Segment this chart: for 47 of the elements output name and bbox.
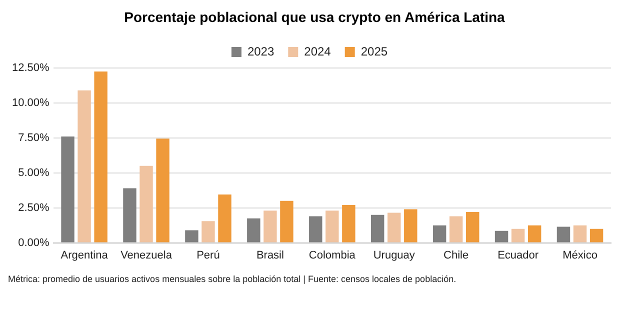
- bar: [202, 221, 215, 242]
- y-tick-label: 0.00%: [18, 236, 50, 249]
- x-tick-label: Colombia: [308, 249, 356, 262]
- bar: [94, 71, 108, 242]
- bar: [342, 205, 356, 242]
- x-tick-label: Venezuela: [120, 249, 173, 262]
- x-tick-label: Uruguay: [373, 249, 416, 262]
- y-tick-label: 7.50%: [18, 132, 50, 144]
- bar: [123, 188, 136, 242]
- bar: [494, 230, 508, 242]
- bar: [432, 225, 446, 242]
- bar: [590, 228, 604, 242]
- bar: [264, 210, 277, 242]
- bar: [326, 210, 339, 242]
- bar: [156, 138, 170, 242]
- x-tick-label: Argentina: [60, 249, 109, 262]
- bar: [556, 226, 570, 242]
- bar: [511, 228, 525, 242]
- y-tick-label: 12.50%: [12, 62, 50, 74]
- bar: [370, 214, 384, 242]
- y-tick-label: 10.00%: [12, 96, 50, 109]
- y-tick-label: 2.50%: [18, 202, 50, 214]
- bar: [309, 216, 322, 242]
- bar: [218, 194, 232, 242]
- legend-label: 2025: [360, 44, 388, 58]
- bar: [466, 212, 480, 242]
- bar: [404, 209, 418, 242]
- y-tick-label: 5.00%: [18, 166, 50, 179]
- bar: [449, 216, 463, 242]
- bar: [61, 136, 74, 242]
- text: Métrica: promedio de usuarios activos mensuales sobre la población total | Fuente: censos locales de población.: [8, 274, 458, 285]
- bar: [280, 200, 294, 242]
- chart-title: Porcentaje poblacional que usa crypto en América Latina: [123, 8, 506, 27]
- x-tick-label: Ecuador: [498, 249, 539, 262]
- bar: [388, 212, 401, 242]
- legend-label: 2023: [247, 44, 274, 58]
- bar: [185, 230, 198, 242]
- bar: [528, 225, 542, 242]
- x-tick-label: México: [562, 249, 598, 262]
- legend-label: 2024: [304, 44, 332, 58]
- x-tick-label: Perú: [196, 249, 220, 262]
- bar: [247, 218, 260, 242]
- x-tick-label: Brasil: [256, 249, 284, 262]
- bar: [140, 166, 153, 242]
- bar: [573, 225, 587, 242]
- bar: [78, 90, 91, 242]
- x-tick-label: Chile: [444, 249, 469, 262]
